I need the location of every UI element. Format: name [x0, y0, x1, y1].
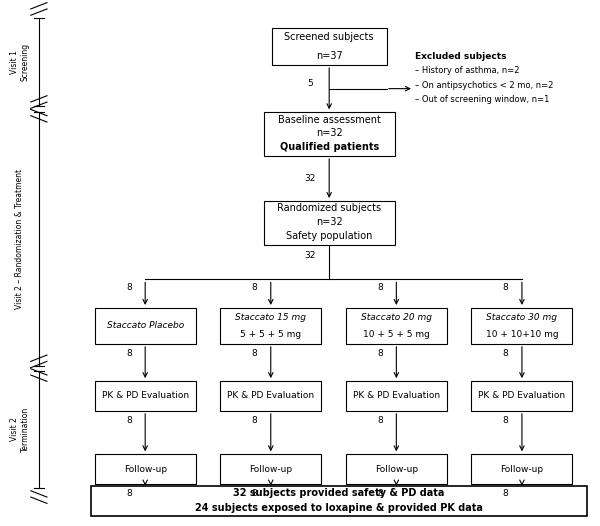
Text: 32: 32	[304, 174, 316, 183]
Text: 5 + 5 + 5 mg: 5 + 5 + 5 mg	[240, 330, 301, 339]
FancyBboxPatch shape	[220, 381, 321, 411]
Text: Follow-up: Follow-up	[500, 464, 544, 474]
Text: Visit 1
Screening: Visit 1 Screening	[10, 43, 29, 82]
Text: Follow-up: Follow-up	[249, 464, 292, 474]
FancyBboxPatch shape	[263, 201, 395, 245]
FancyBboxPatch shape	[220, 308, 321, 344]
Text: n=32: n=32	[316, 128, 343, 138]
Text: 24 subjects exposed to loxapine & provided PK data: 24 subjects exposed to loxapine & provid…	[195, 503, 483, 513]
Text: 32 subjects provided safety & PD data: 32 subjects provided safety & PD data	[233, 488, 445, 498]
Text: Qualified patients: Qualified patients	[280, 142, 379, 152]
Text: Excluded subjects: Excluded subjects	[415, 52, 506, 60]
Text: 8: 8	[503, 489, 508, 498]
Text: Staccato 30 mg: Staccato 30 mg	[487, 312, 557, 321]
Text: n=37: n=37	[316, 51, 343, 61]
Text: – History of asthma, n=2: – History of asthma, n=2	[415, 66, 520, 75]
Text: 8: 8	[377, 416, 383, 424]
Text: 8: 8	[126, 489, 131, 498]
Text: 10 + 10+10 mg: 10 + 10+10 mg	[485, 330, 558, 339]
Text: 8: 8	[377, 489, 383, 498]
Text: 5: 5	[307, 79, 313, 88]
Text: Staccato 15 mg: Staccato 15 mg	[235, 312, 306, 321]
Text: Follow-up: Follow-up	[375, 464, 418, 474]
Text: 8: 8	[503, 283, 508, 292]
FancyBboxPatch shape	[472, 381, 572, 411]
Text: Staccato Placebo: Staccato Placebo	[107, 321, 184, 330]
Text: 8: 8	[503, 416, 508, 424]
FancyBboxPatch shape	[95, 308, 196, 344]
FancyBboxPatch shape	[91, 485, 587, 515]
Text: Visit 2
Termination: Visit 2 Termination	[10, 407, 29, 452]
Text: 8: 8	[126, 349, 131, 358]
Text: Visit 2 – Randomization & Treatment: Visit 2 – Randomization & Treatment	[16, 168, 25, 309]
Text: Follow-up: Follow-up	[124, 464, 167, 474]
Text: 8: 8	[126, 416, 131, 424]
Text: Staccato 20 mg: Staccato 20 mg	[361, 312, 432, 321]
Text: n=32: n=32	[316, 217, 343, 227]
FancyBboxPatch shape	[346, 308, 447, 344]
FancyBboxPatch shape	[263, 112, 395, 156]
Text: 8: 8	[251, 283, 257, 292]
FancyBboxPatch shape	[95, 381, 196, 411]
FancyBboxPatch shape	[220, 454, 321, 484]
FancyBboxPatch shape	[346, 381, 447, 411]
FancyBboxPatch shape	[95, 454, 196, 484]
FancyBboxPatch shape	[472, 454, 572, 484]
Text: 8: 8	[126, 283, 131, 292]
Text: 8: 8	[251, 489, 257, 498]
Text: Randomized subjects: Randomized subjects	[277, 204, 381, 214]
Text: 8: 8	[503, 349, 508, 358]
FancyBboxPatch shape	[472, 308, 572, 344]
Text: – Out of screening window, n=1: – Out of screening window, n=1	[415, 95, 549, 104]
Text: PK & PD Evaluation: PK & PD Evaluation	[478, 391, 565, 400]
Text: – On antipsychotics < 2 mo, n=2: – On antipsychotics < 2 mo, n=2	[415, 80, 553, 89]
Text: PK & PD Evaluation: PK & PD Evaluation	[101, 391, 189, 400]
Text: 8: 8	[251, 416, 257, 424]
Text: Safety population: Safety population	[286, 231, 373, 241]
Text: 8: 8	[377, 349, 383, 358]
Text: PK & PD Evaluation: PK & PD Evaluation	[353, 391, 440, 400]
Text: Screened subjects: Screened subjects	[284, 32, 374, 42]
Text: 10 + 5 + 5 mg: 10 + 5 + 5 mg	[363, 330, 430, 339]
Text: 32: 32	[304, 250, 316, 259]
FancyBboxPatch shape	[272, 28, 386, 65]
Text: 8: 8	[251, 349, 257, 358]
FancyBboxPatch shape	[346, 454, 447, 484]
Text: 8: 8	[377, 283, 383, 292]
Text: Baseline assessment: Baseline assessment	[278, 115, 380, 125]
Text: PK & PD Evaluation: PK & PD Evaluation	[227, 391, 314, 400]
